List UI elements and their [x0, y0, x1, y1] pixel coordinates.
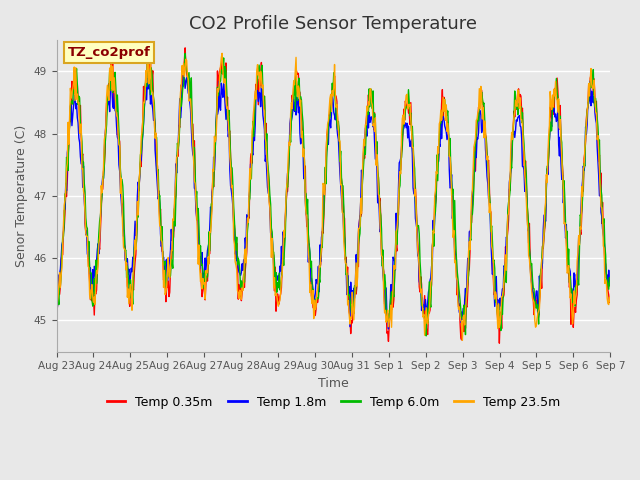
Temp 0.35m [176, 124, 184, 130]
Temp 0.35m [120, 221, 127, 227]
Temp 6.0m [176, 121, 184, 127]
Y-axis label: Senor Temperature (C): Senor Temperature (C) [15, 125, 28, 267]
Temp 6.0m [607, 283, 614, 288]
Temp 6.0m [63, 155, 70, 160]
X-axis label: Time: Time [318, 377, 349, 390]
Temp 23.5m [52, 315, 60, 321]
Temp 6.0m [206, 248, 214, 253]
Temp 0.35m [418, 281, 426, 287]
Temp 0.35m [607, 298, 614, 303]
Temp 1.8m [52, 288, 60, 294]
Temp 6.0m [418, 302, 426, 308]
Temp 6.0m [52, 290, 60, 296]
Temp 23.5m [120, 244, 127, 250]
Temp 6.0m [401, 108, 409, 114]
Temp 23.5m [218, 50, 226, 56]
Temp 0.35m [495, 340, 503, 346]
Line: Temp 0.35m: Temp 0.35m [56, 48, 611, 343]
Temp 0.35m [206, 251, 214, 256]
Temp 1.8m [63, 188, 70, 193]
Temp 23.5m [607, 299, 614, 304]
Temp 1.8m [180, 68, 188, 74]
Temp 1.8m [206, 224, 214, 229]
Temp 23.5m [401, 100, 409, 106]
Temp 1.8m [403, 125, 410, 131]
Temp 0.35m [181, 45, 189, 51]
Temp 1.8m [385, 326, 392, 332]
Title: CO2 Profile Sensor Temperature: CO2 Profile Sensor Temperature [189, 15, 477, 33]
Temp 1.8m [419, 295, 426, 301]
Temp 1.8m [176, 96, 184, 102]
Temp 23.5m [458, 337, 466, 343]
Temp 1.8m [607, 276, 614, 282]
Temp 0.35m [401, 98, 409, 104]
Temp 6.0m [422, 333, 430, 339]
Temp 6.0m [181, 51, 189, 57]
Temp 0.35m [63, 193, 70, 199]
Temp 23.5m [205, 261, 213, 267]
Line: Temp 6.0m: Temp 6.0m [56, 54, 611, 336]
Line: Temp 1.8m: Temp 1.8m [56, 71, 611, 329]
Temp 23.5m [176, 104, 184, 109]
Temp 23.5m [63, 166, 70, 171]
Temp 6.0m [120, 199, 127, 205]
Line: Temp 23.5m: Temp 23.5m [56, 53, 611, 340]
Temp 23.5m [418, 287, 426, 292]
Text: TZ_co2prof: TZ_co2prof [68, 46, 150, 59]
Temp 0.35m [52, 300, 60, 306]
Legend: Temp 0.35m, Temp 1.8m, Temp 6.0m, Temp 23.5m: Temp 0.35m, Temp 1.8m, Temp 6.0m, Temp 2… [102, 391, 565, 414]
Temp 1.8m [120, 233, 127, 239]
